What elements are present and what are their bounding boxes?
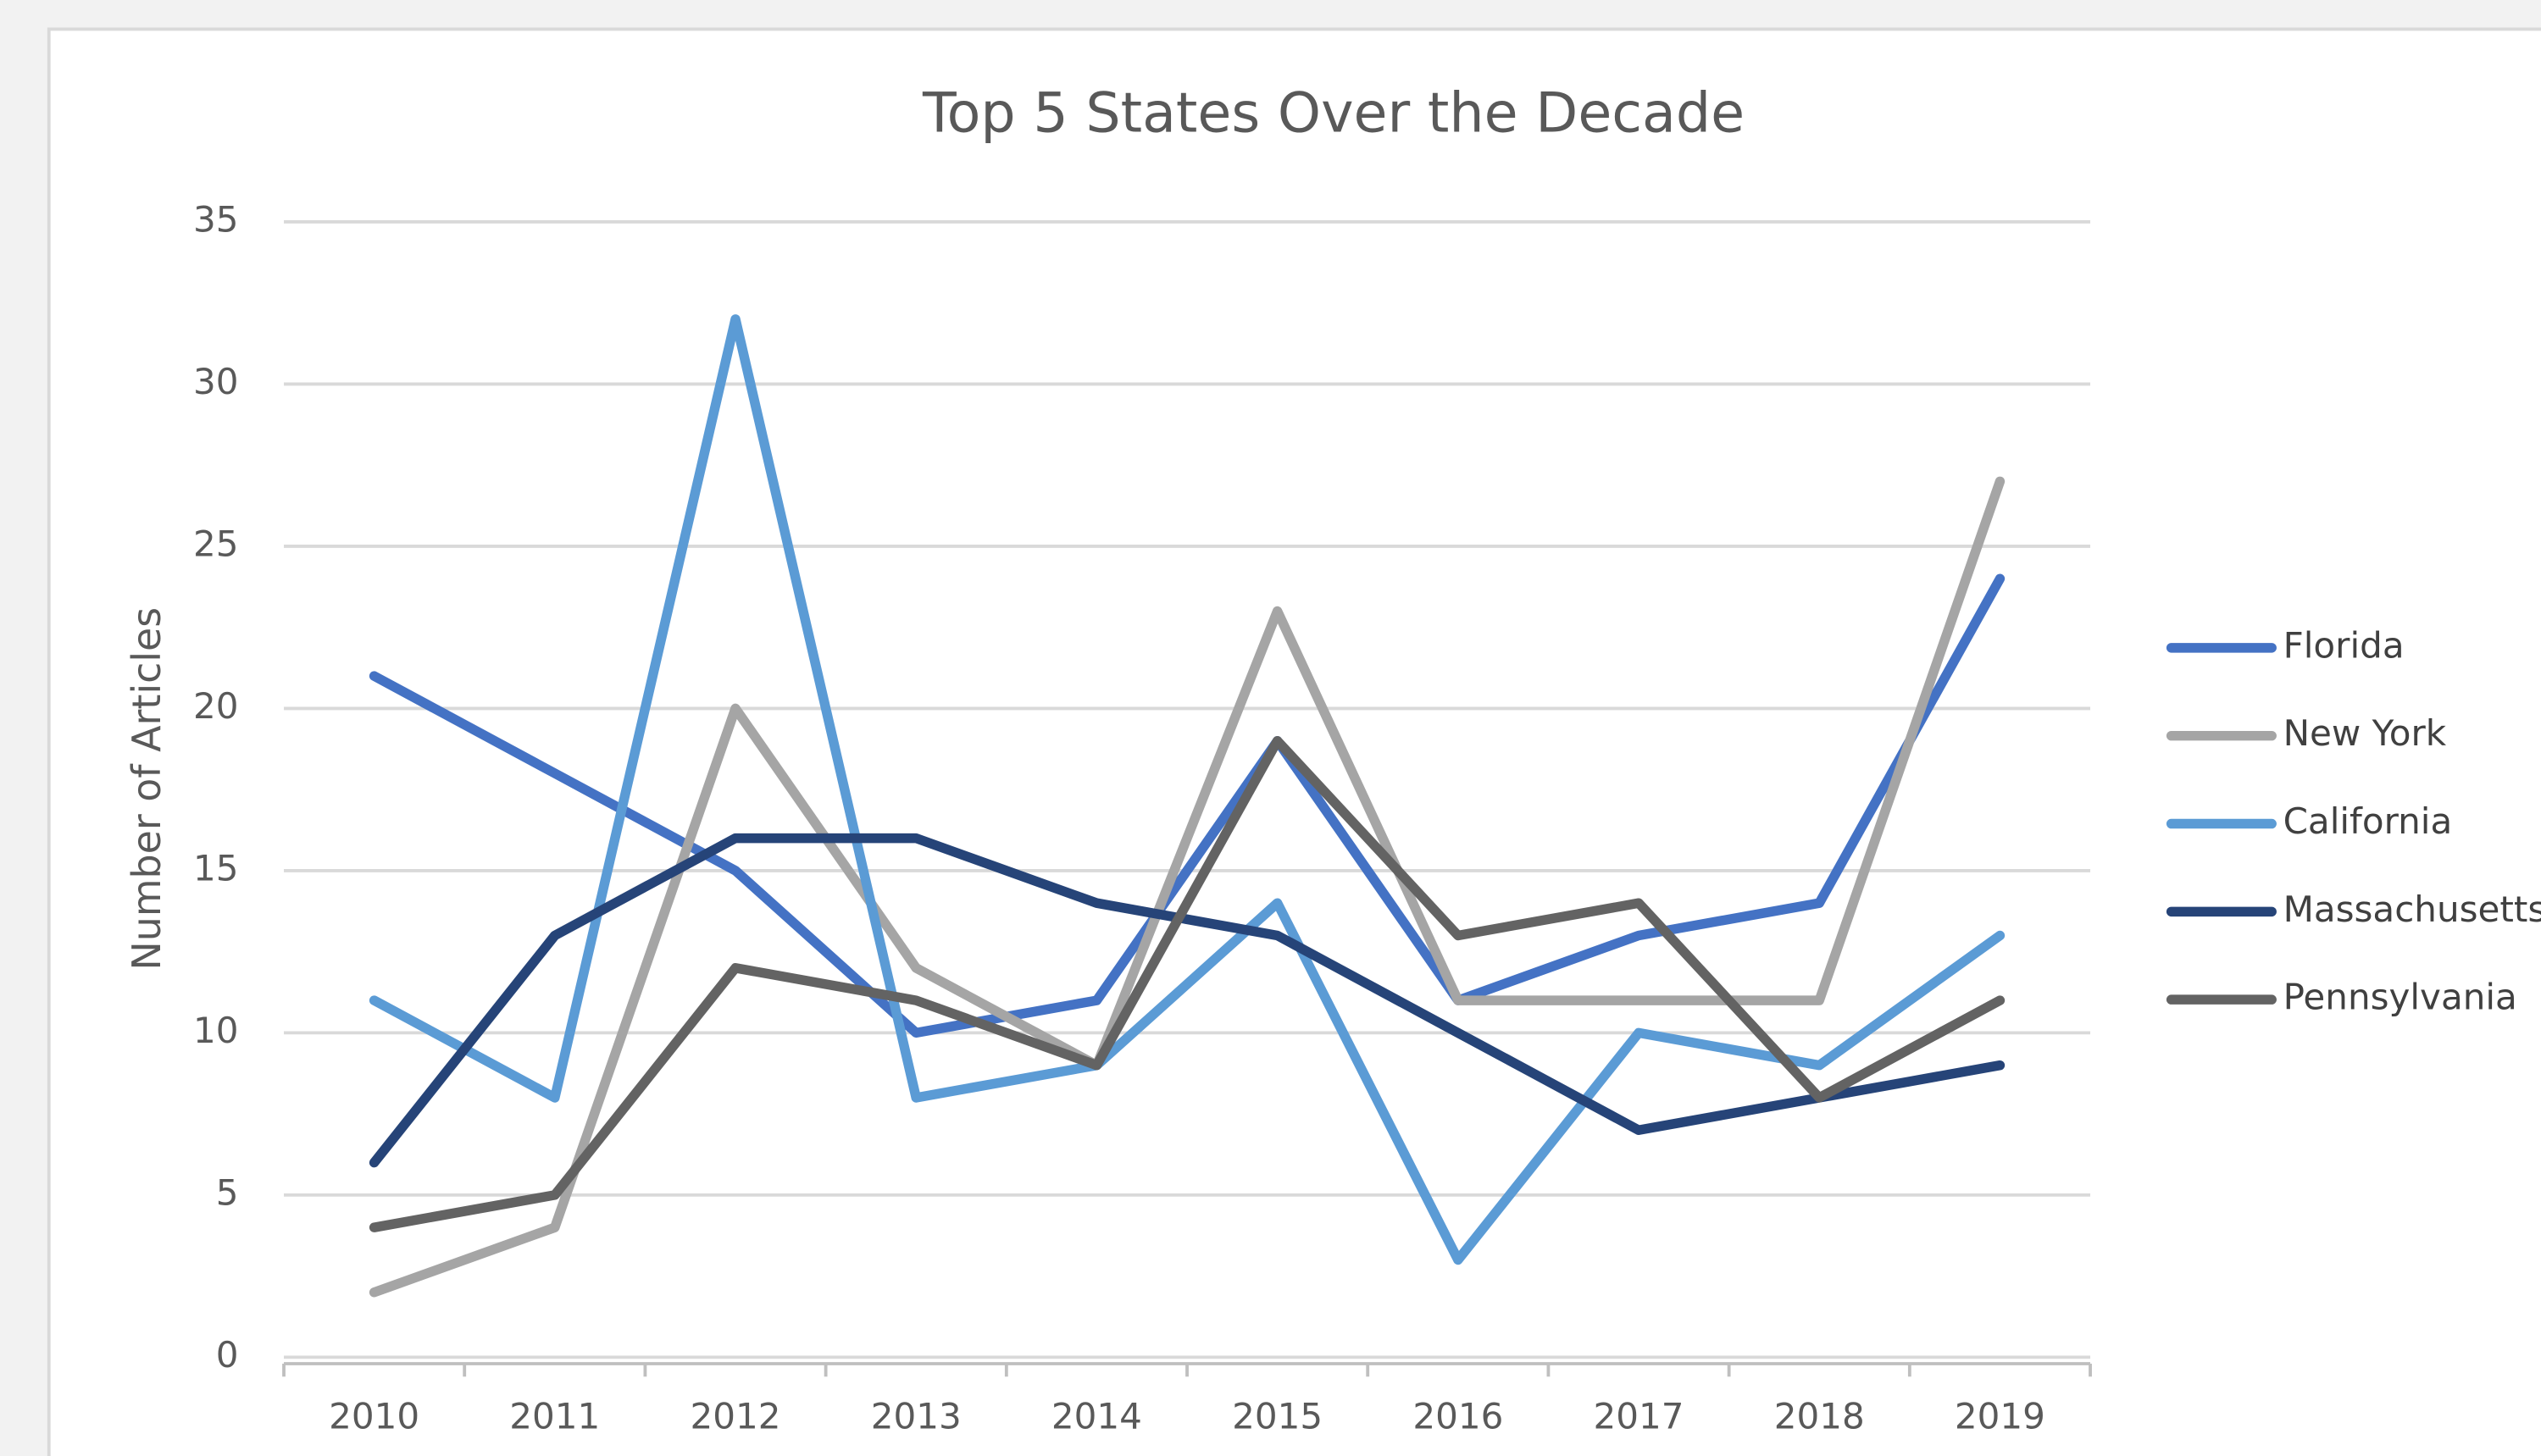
series-line [369, 833, 2006, 1168]
x-tick-label: 2016 [1412, 1396, 1503, 1437]
x-tick-label: 2017 [1594, 1396, 1684, 1437]
series-line [369, 735, 2006, 1232]
y-axis-label: Number of Articles [124, 607, 169, 971]
series-line [369, 573, 2006, 1038]
y-tick-label: 35 [193, 198, 239, 240]
legend-label: Pennsylvania [2283, 977, 2517, 1018]
x-tick-label: 2014 [1051, 1396, 1142, 1437]
y-tick-label: 30 [193, 361, 239, 402]
chart-title: Top 5 States Over the Decade [922, 82, 1745, 146]
x-tick-label: 2012 [691, 1396, 781, 1437]
x-tick-label: 2011 [509, 1396, 600, 1437]
series-line [369, 314, 2006, 1265]
legend-label: Massachusetts [2283, 889, 2541, 930]
y-tick-label: 10 [193, 1010, 239, 1051]
x-tick-label: 2010 [329, 1396, 419, 1437]
x-tick-label: 2019 [1955, 1396, 2045, 1437]
legend-label: Florida [2283, 624, 2405, 666]
y-tick-label: 0 [216, 1334, 239, 1376]
legend-label: California [2283, 800, 2453, 842]
x-tick-label: 2015 [1232, 1396, 1323, 1437]
y-tick-label: 20 [193, 685, 239, 727]
y-tick-label: 5 [216, 1171, 239, 1213]
y-tick-label: 25 [193, 523, 239, 564]
y-tick-label: 15 [193, 847, 239, 889]
legend-label: New York [2283, 712, 2447, 754]
x-tick-label: 2013 [871, 1396, 962, 1437]
x-tick-label: 2018 [1774, 1396, 1865, 1437]
chart-area [47, 27, 2541, 1456]
